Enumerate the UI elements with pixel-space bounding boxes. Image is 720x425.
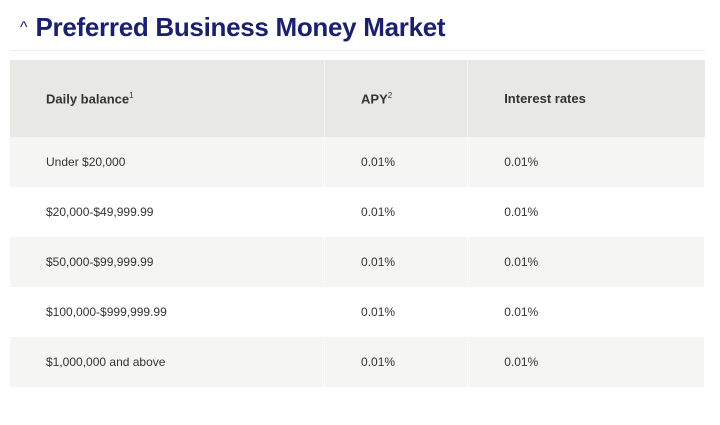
- table-row: Under $20,000 0.01% 0.01%: [10, 137, 705, 187]
- chevron-up-icon[interactable]: ^: [20, 18, 28, 36]
- table-header-row: Daily balance1 APY2 Interest rates: [10, 60, 705, 137]
- table-cell: $1,000,000 and above: [10, 337, 326, 387]
- footnote-link[interactable]: 2: [387, 90, 393, 100]
- table-cell: 0.01%: [467, 287, 705, 337]
- table-row: $1,000,000 and above 0.01% 0.01%: [10, 337, 705, 387]
- table-cell: 0.01%: [324, 237, 469, 287]
- table-cell: $20,000-$49,999.99: [10, 187, 326, 237]
- table-cell: 0.01%: [324, 287, 469, 337]
- table-cell: 0.01%: [467, 237, 705, 287]
- table-row: $20,000-$49,999.99 0.01% 0.01%: [10, 187, 705, 237]
- table-row: $50,000-$99,999.99 0.01% 0.01%: [10, 237, 705, 287]
- header-daily-balance: Daily balance1: [10, 60, 326, 137]
- table-cell: $100,000-$999,999.99: [10, 287, 326, 337]
- table-cell: Under $20,000: [10, 137, 326, 187]
- table-cell: $50,000-$99,999.99: [10, 237, 326, 287]
- section-header[interactable]: ^ Preferred Business Money Market: [20, 12, 446, 43]
- table-cell: 0.01%: [467, 187, 705, 237]
- section-title: Preferred Business Money Market: [35, 12, 446, 42]
- table-row: $100,000-$999,999.99 0.01% 0.01%: [10, 287, 705, 337]
- header-interest-rates: Interest rates: [467, 60, 705, 137]
- divider: [10, 50, 705, 51]
- footnote-link[interactable]: 1: [129, 90, 134, 100]
- table-cell: 0.01%: [324, 187, 469, 237]
- table-cell: 0.01%: [324, 337, 469, 387]
- rates-table: Daily balance1 APY2 Interest rates Under…: [10, 60, 705, 387]
- table-cell: 0.01%: [467, 337, 705, 387]
- table-cell: 0.01%: [324, 137, 469, 187]
- table-cell: 0.01%: [467, 137, 705, 187]
- header-apy: APY2: [324, 60, 469, 137]
